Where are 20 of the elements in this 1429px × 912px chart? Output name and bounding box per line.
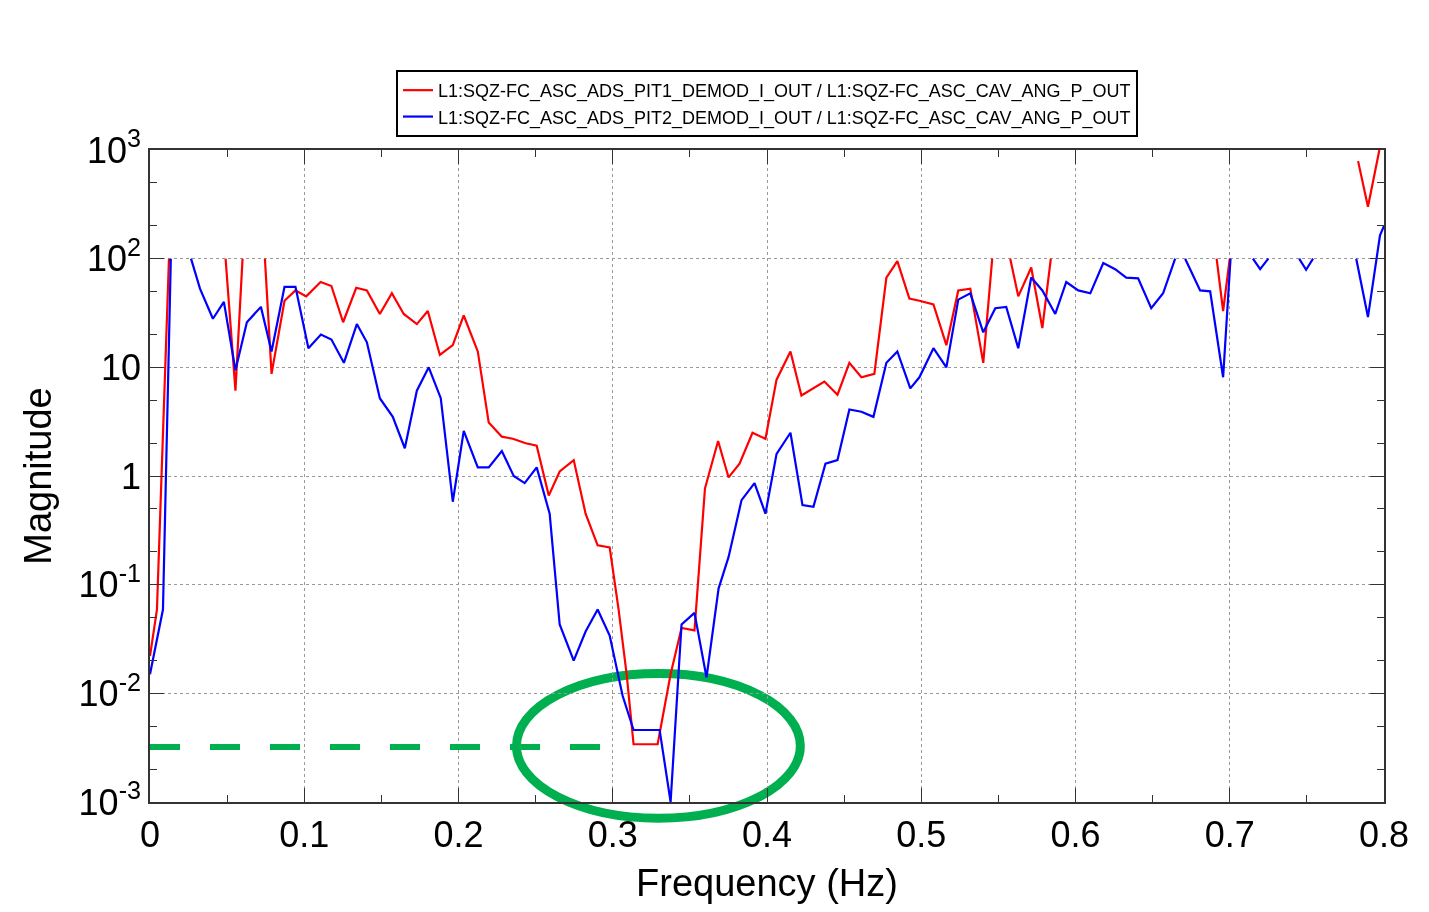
legend-label: L1:SQZ-FC_ASC_ADS_PIT1_DEMOD_I_OUT / L1:SQZ-FC_ASC_CAV_ANG_P_OUT: [438, 81, 1131, 103]
y-tick-label: 10$^{3}$: [86, 124, 142, 171]
x-tick-label: 0.2: [433, 813, 484, 855]
x-tick-label: 0.6: [1050, 813, 1101, 855]
x-tick-label: 0.1: [279, 813, 330, 855]
y-tick-label: 10$^{-2}$: [78, 667, 142, 714]
x-tick-label: 0: [139, 813, 161, 855]
x-tick-label: 0.7: [1204, 813, 1255, 855]
y-axis-title: Magnitude: [17, 387, 60, 565]
legend-label: L1:SQZ-FC_ASC_ADS_PIT2_DEMOD_I_OUT / L1:SQZ-FC_ASC_CAV_ANG_P_OUT: [438, 107, 1131, 129]
x-tick-label: 0.4: [741, 813, 793, 855]
y-tick-label: 10$^{-3}$: [78, 776, 142, 823]
y-tick-label: 10: [101, 346, 142, 388]
x-tick-label: 0.8: [1358, 813, 1410, 855]
x-axis-title: Frequency (Hz): [636, 861, 898, 904]
x-tick-label: 0.3: [587, 813, 638, 855]
y-tick-label: 10$^{2}$: [86, 233, 142, 280]
y-tick-label: 10$^{-1}$: [78, 559, 142, 606]
x-tick-label: 0.5: [896, 813, 947, 855]
y-tick-label: 1: [121, 455, 142, 497]
